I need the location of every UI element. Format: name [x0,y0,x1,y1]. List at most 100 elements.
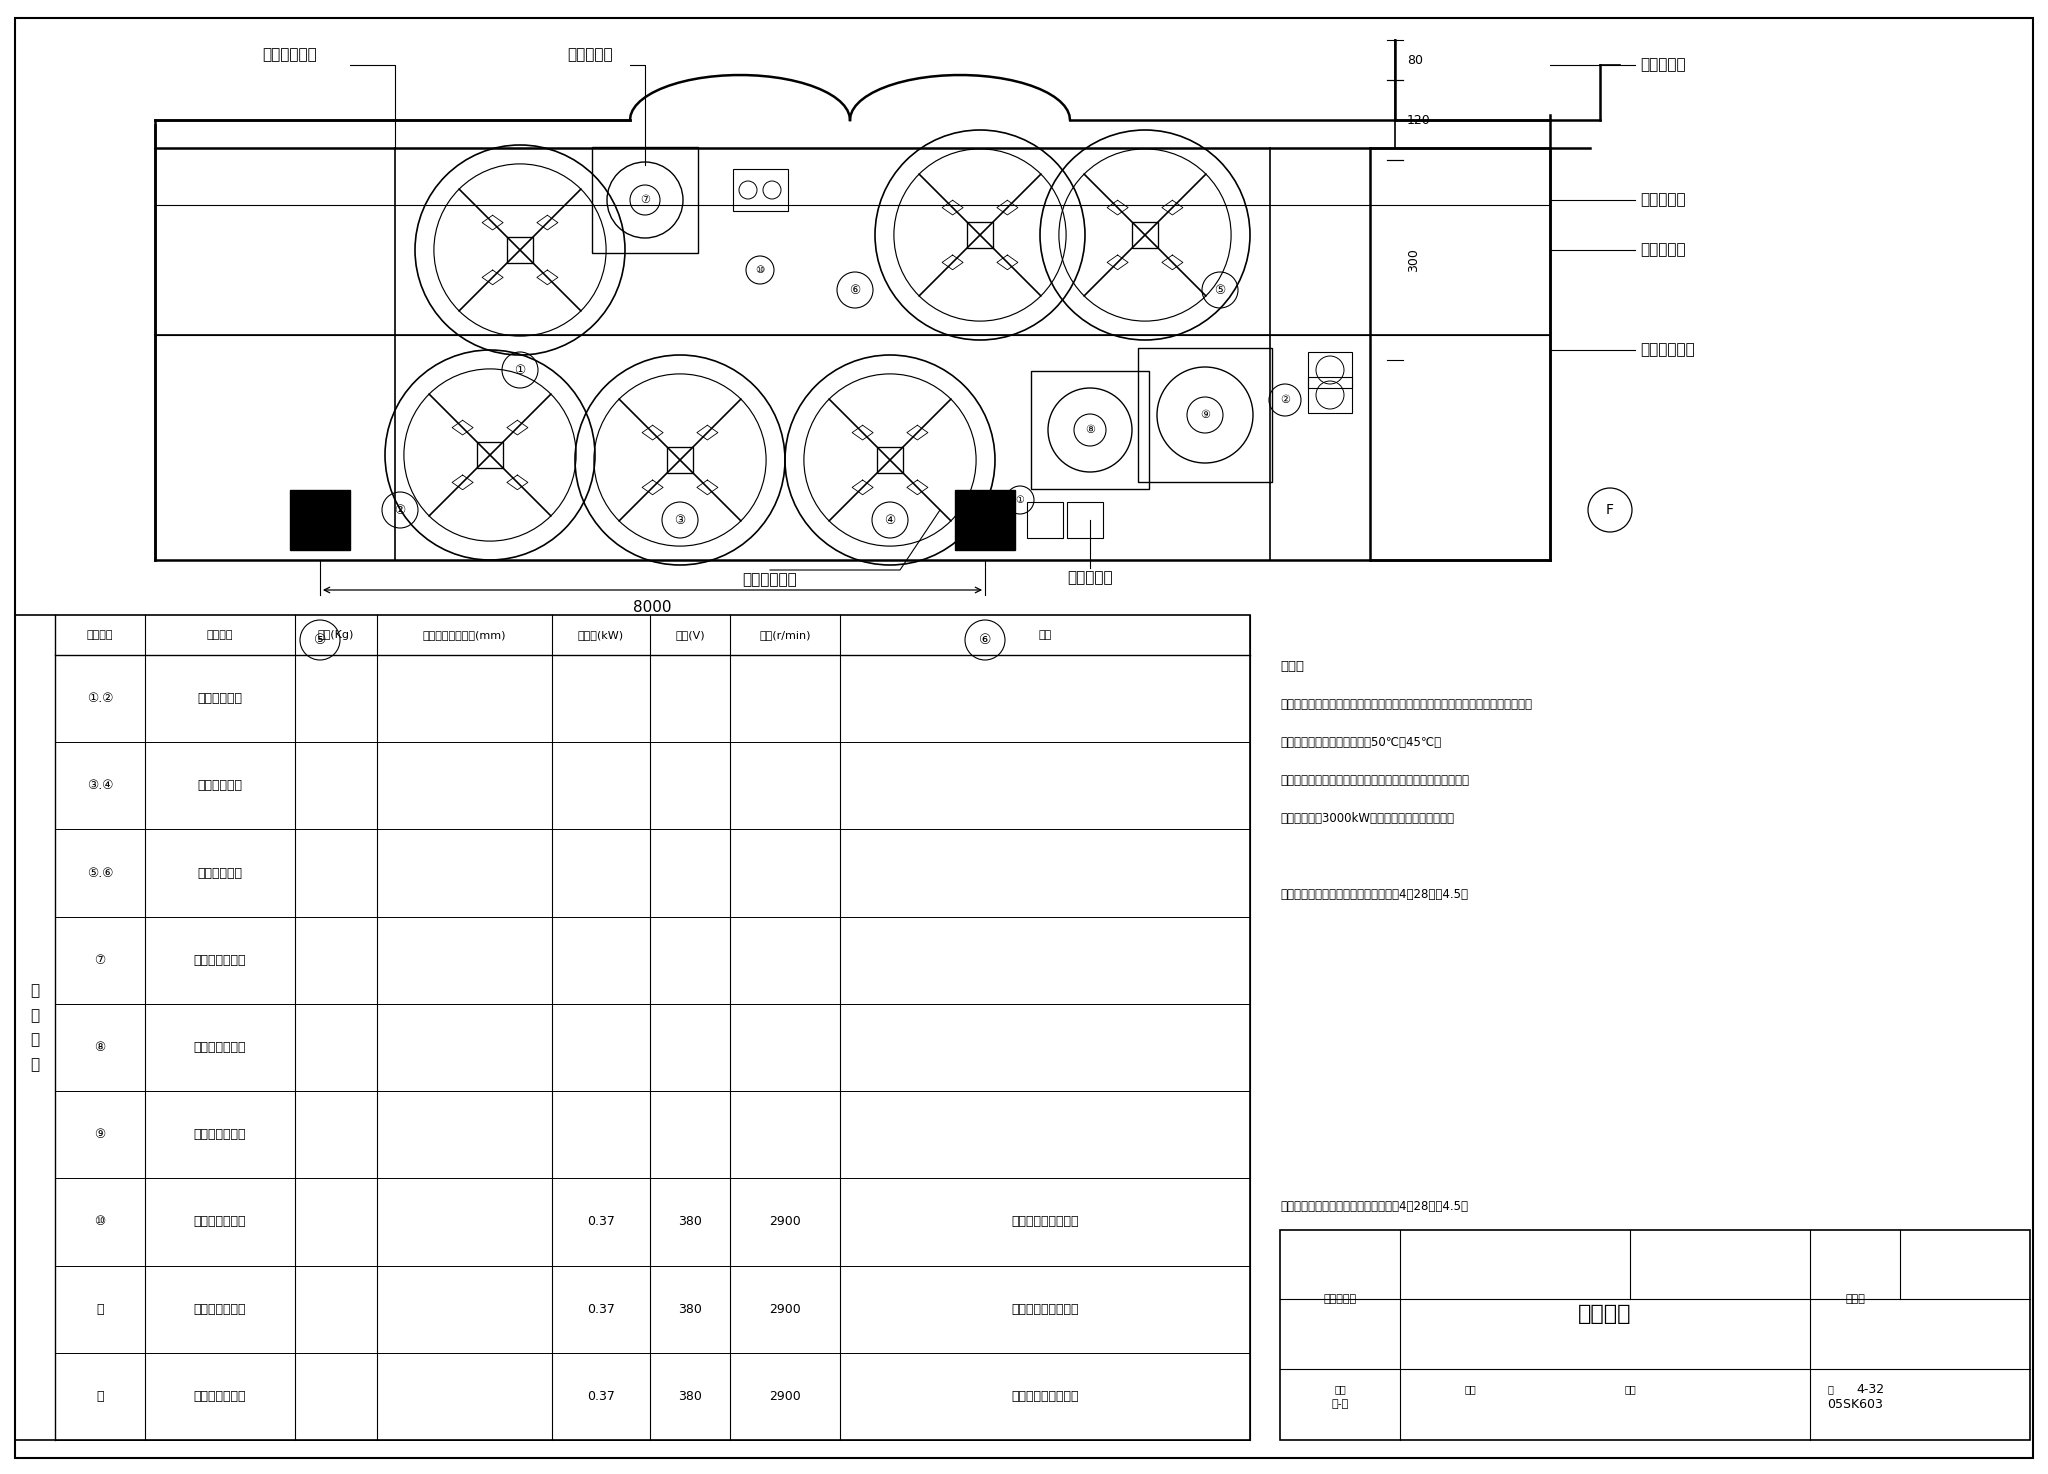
Text: 低区热交换器: 低区热交换器 [197,867,242,880]
Bar [477,442,502,467]
Text: ⑩: ⑩ [94,1216,106,1228]
Text: 高区热水循环泵: 高区热水循环泵 [195,1216,246,1228]
Text: 水-暖: 水-暖 [1331,1399,1350,1409]
Text: ⑤: ⑤ [313,632,326,647]
Text: 热水循环泵一用一备: 热水循环泵一用一备 [1012,1216,1079,1228]
Bar [592,147,698,254]
Text: 热媒引入管: 热媒引入管 [1640,57,1686,72]
Text: 低区热水膨胀罐: 低区热水膨胀罐 [195,1128,246,1141]
Bar [1032,371,1149,489]
Bar [508,237,532,262]
Text: 80: 80 [1407,53,1423,66]
Text: 热水循环泵的启停温度分别为50℃，45℃。: 热水循环泵的启停温度分别为50℃，45℃。 [1280,736,1442,749]
Text: 基础高出地面高度(mm): 基础高出地面高度(mm) [422,629,506,640]
Bar [967,223,993,248]
Bar [877,448,903,473]
Text: 05SK603: 05SK603 [1827,1397,1882,1411]
Text: 热媒循环管: 热媒循环管 [1640,193,1686,208]
Text: ⑧: ⑧ [1085,425,1096,435]
Text: 4-32: 4-32 [1855,1383,1884,1396]
Text: ①.②: ①.② [86,693,113,705]
Text: 施工图设计: 施工图设计 [1323,1294,1356,1304]
Text: 弦勇: 弦勇 [1624,1384,1636,1394]
Text: ⑦: ⑦ [639,195,649,205]
Text: 热水循环泵一用一备: 热水循环泵一用一备 [1012,1390,1079,1403]
Text: 0.37: 0.37 [588,1216,614,1228]
Text: 转速(r/min): 转速(r/min) [760,629,811,640]
Text: ⑥: ⑥ [850,283,860,296]
Text: 附注：: 附注： [1280,660,1305,674]
Text: ④: ④ [885,513,895,526]
Text: 380: 380 [678,1390,702,1403]
Text: 120: 120 [1407,113,1432,127]
Text: ⑧: ⑧ [94,1041,106,1054]
Text: 热水循环泵一用一备: 热水循环泵一用一备 [1012,1303,1079,1316]
Text: 所需热媒量为3000kW，生活热水供应为全日制。: 所需热媒量为3000kW，生活热水供应为全日制。 [1280,812,1454,825]
Text: 提示：本图样表达的内容和深度要求见4－28页表4.5。: 提示：本图样表达的内容和深度要求见4－28页表4.5。 [1280,887,1468,901]
Text: 中区热水膨胀罐: 中区热水膨胀罐 [195,1041,246,1054]
Text: 中区热水循环泵: 中区热水循环泵 [195,1303,246,1316]
Text: 电子水处理仪: 电子水处理仪 [1640,342,1696,358]
Bar [1309,377,1352,413]
Text: 页: 页 [1827,1384,1833,1394]
Text: 电压(V): 电压(V) [676,629,705,640]
Text: ⑨: ⑨ [1200,410,1210,420]
Text: 0.37: 0.37 [588,1303,614,1316]
Text: ⑤.⑥: ⑤.⑥ [86,867,113,880]
Text: 电子水处理仪: 电子水处理仪 [262,47,317,62]
Text: 2900: 2900 [770,1390,801,1403]
Text: ②: ② [395,504,406,516]
Text: 380: 380 [678,1303,702,1316]
Text: 300: 300 [1407,248,1419,271]
Text: 提示：本图样表达的内容和深度要求见4－28页表4.5。: 提示：本图样表达的内容和深度要求见4－28页表4.5。 [1280,1200,1468,1213]
Text: 380: 380 [678,1216,702,1228]
Text: ⑤: ⑤ [1214,283,1225,296]
Text: 备注: 备注 [1038,629,1051,640]
Text: 图集号: 图集号 [1845,1294,1866,1304]
Text: ①: ① [1016,495,1024,506]
Bar [1309,352,1352,388]
Text: 张勇: 张勇 [1464,1384,1477,1394]
Text: 高区热水膨胀罐: 高区热水膨胀罐 [195,954,246,967]
Text: 高区热交换器: 高区热交换器 [197,693,242,705]
Text: 低区热水循环泵: 低区热水循环泵 [195,1390,246,1403]
Text: F: F [1606,503,1614,517]
Bar [1133,223,1157,248]
Text: 中区热交换器: 中区热交换器 [197,780,242,793]
Bar [291,489,350,550]
Text: ⑨: ⑨ [94,1128,106,1141]
Text: 温度传感器: 温度传感器 [1640,243,1686,258]
Text: 热水循环泵每区设两台，一用一备，由设于热水回水管上的温度控制器控制启停。: 热水循环泵每区设两台，一用一备，由设于热水回水管上的温度控制器控制启停。 [1280,699,1532,710]
Text: 设备编号: 设备编号 [86,629,113,640]
Text: 电子水处理仪: 电子水处理仪 [743,572,797,588]
Bar [1026,503,1063,538]
Text: 2900: 2900 [770,1303,801,1316]
Text: 0.37: 0.37 [588,1390,614,1403]
Bar [1139,348,1272,482]
Text: ⑥: ⑥ [979,632,991,647]
Bar [954,489,1016,550]
Bar [1067,503,1104,538]
Text: ③: ③ [674,513,686,526]
Text: ③.④: ③.④ [86,780,113,793]
Bar [1280,1229,2030,1440]
Text: 重量(Kg): 重量(Kg) [317,629,354,640]
Text: ⑩: ⑩ [756,265,764,276]
Text: ①: ① [514,364,526,376]
Text: 温度传感器: 温度传感器 [567,47,612,62]
Text: 热
交
换
站: 热 交 换 站 [31,983,39,1072]
Text: ②: ② [1280,395,1290,405]
Text: ⑪: ⑪ [96,1303,104,1316]
Text: 中心控制室可启停泵并显示水泵运行信号，也可就地启停泵。: 中心控制室可启停泵并显示水泵运行信号，也可就地启停泵。 [1280,774,1468,787]
Text: ⑫: ⑫ [96,1390,104,1403]
Text: 设备名称: 设备名称 [207,629,233,640]
Text: 审核: 审核 [1333,1384,1346,1394]
Text: 2900: 2900 [770,1216,801,1228]
Bar [733,170,788,211]
Text: 热交换站: 热交换站 [1579,1304,1632,1324]
Bar [14,615,1249,1440]
Text: 耗电量(kW): 耗电量(kW) [578,629,625,640]
Text: 温度传感器: 温度传感器 [1067,570,1112,585]
Bar [668,448,692,473]
Text: ⑦: ⑦ [94,954,106,967]
